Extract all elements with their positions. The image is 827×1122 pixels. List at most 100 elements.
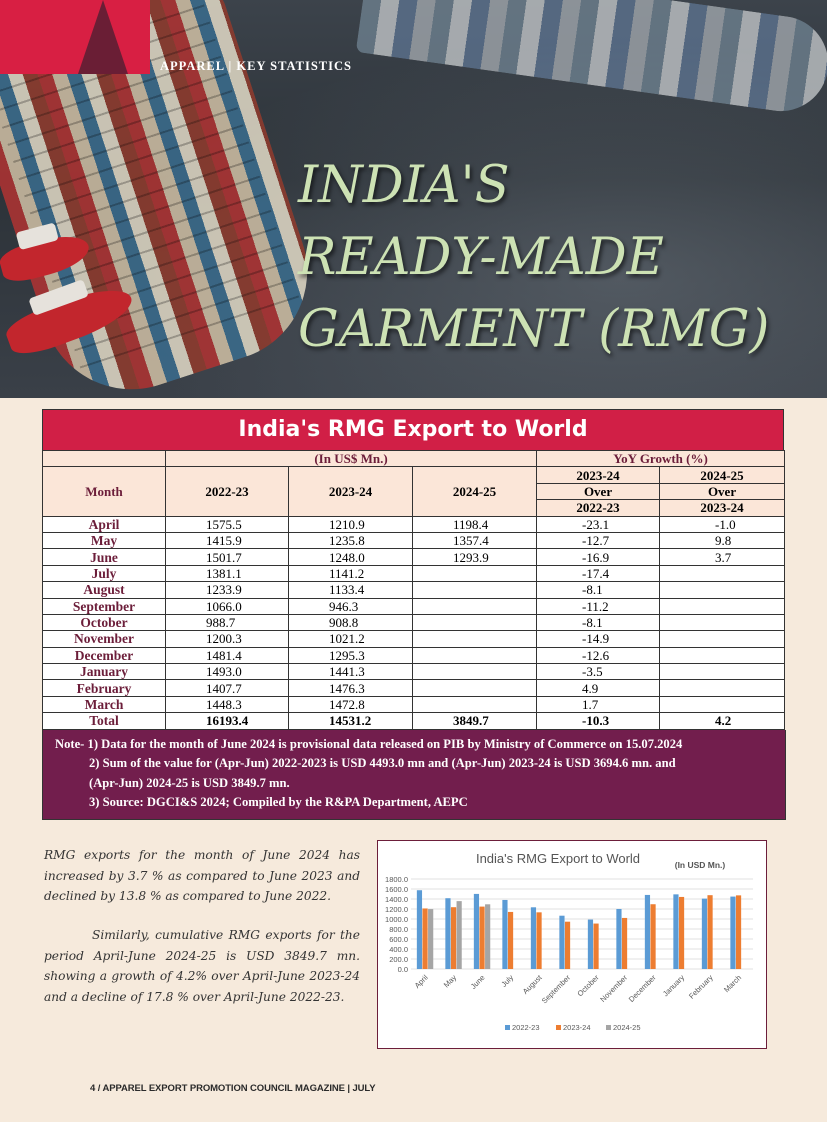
bar-2023-24 bbox=[678, 896, 685, 969]
value-cell bbox=[411, 646, 538, 665]
table-row: June 1501.7 1248.0 1293.9 -16.9 3.7 bbox=[42, 548, 786, 566]
table-row: October 988.7 908.8 -8.1 bbox=[42, 613, 786, 632]
y-tick-label: 600.0 bbox=[389, 935, 408, 944]
month-cell: June bbox=[42, 548, 166, 566]
x-tick-label: October bbox=[575, 973, 601, 999]
footer-separator: / bbox=[95, 1083, 103, 1094]
value-cell: 1501.7 bbox=[165, 548, 289, 566]
y-tick-label: 1400.0 bbox=[385, 895, 408, 904]
note-line: (Apr-Jun) 2024-25 is USD 3849.7 mn. bbox=[89, 775, 290, 790]
y-tick-label: 1800.0 bbox=[385, 875, 408, 884]
value-cell: 1021.2 bbox=[288, 630, 413, 648]
growth-header: 2024-25 bbox=[659, 466, 786, 484]
hero-photo: APPAREL | KEY STATISTICS INDIA'S READY-M… bbox=[0, 0, 827, 398]
growth-cell bbox=[659, 663, 786, 681]
value-cell: 988.7 bbox=[165, 613, 289, 632]
value-cell: 1472.8 bbox=[288, 695, 413, 714]
value-cell: 1481.4 bbox=[165, 646, 289, 665]
total-label: Total bbox=[42, 712, 166, 730]
bar-2022-23 bbox=[416, 890, 423, 969]
growth-cell: 1.7 bbox=[536, 695, 661, 714]
table-row: September 1066.0 946.3 -11.2 bbox=[42, 597, 786, 615]
month-cell: September bbox=[42, 597, 166, 615]
value-cell bbox=[411, 581, 538, 599]
growth-cell bbox=[659, 695, 786, 714]
bar-2023-24 bbox=[735, 895, 742, 969]
title-line: READY-MADE bbox=[298, 228, 664, 287]
table-row: February 1407.7 1476.3 4.9 bbox=[42, 679, 786, 697]
page-footer: 4 / APPAREL EXPORT PROMOTION COUNCIL MAG… bbox=[90, 1083, 376, 1094]
bar-2022-23 bbox=[473, 893, 480, 969]
value-cell: 1441.3 bbox=[288, 663, 413, 681]
value-cell: 1415.9 bbox=[165, 531, 289, 550]
bar-2023-24 bbox=[707, 895, 713, 969]
note-line: 3) Source: DGCI&S 2024; Compiled by the … bbox=[89, 795, 468, 810]
note-line: 2) Sum of the value for (Apr-Jun) 2022-2… bbox=[89, 756, 676, 771]
legend-label: 2024-25 bbox=[613, 1023, 641, 1032]
value-cell: 946.3 bbox=[288, 597, 413, 615]
year-header: 2024-25 bbox=[411, 466, 538, 517]
growth-header: Over bbox=[536, 482, 661, 501]
chart-legend: 2022-23 2023-24 2024-25 bbox=[505, 1023, 641, 1032]
growth-cell: -12.6 bbox=[536, 646, 661, 665]
total-cell: 3849.7 bbox=[411, 712, 538, 730]
month-cell: November bbox=[42, 630, 166, 648]
export-chart: India's RMG Export to World (In USD Mn.)… bbox=[377, 840, 767, 1049]
month-header: Month bbox=[42, 466, 166, 517]
bar-2023-24 bbox=[479, 906, 485, 969]
value-cell: 1198.4 bbox=[411, 515, 538, 533]
growth-cell: -8.1 bbox=[536, 581, 661, 599]
legend-label: 2023-24 bbox=[563, 1023, 591, 1032]
value-cell: 1476.3 bbox=[288, 679, 413, 697]
export-table-panel: India's RMG Export to World (In US$ Mn.)… bbox=[42, 409, 786, 820]
value-cell bbox=[411, 597, 538, 615]
chart-grid bbox=[411, 878, 753, 970]
y-tick-label: 1000.0 bbox=[385, 915, 408, 924]
chart-title: India's RMG Export to World bbox=[476, 851, 640, 866]
bar-2022-23 bbox=[673, 894, 679, 969]
legend-label: 2022-23 bbox=[512, 1023, 540, 1032]
month-cell: May bbox=[42, 531, 166, 550]
bar-2023-24 bbox=[564, 921, 571, 969]
bar-2022-23 bbox=[730, 896, 736, 969]
growth-cell bbox=[659, 679, 786, 697]
x-tick-label: November bbox=[598, 973, 629, 1004]
growth-cell bbox=[659, 630, 786, 648]
value-cell bbox=[411, 630, 538, 648]
y-tick-label: 1600.0 bbox=[385, 885, 408, 894]
value-cell bbox=[411, 679, 538, 697]
growth-cell bbox=[659, 581, 786, 599]
total-cell: 14531.2 bbox=[288, 712, 413, 730]
value-cell: 1133.4 bbox=[288, 581, 413, 599]
total-cell: 16193.4 bbox=[165, 712, 289, 730]
value-cell: 1407.7 bbox=[165, 679, 289, 697]
table-title: India's RMG Export to World bbox=[42, 409, 784, 450]
month-cell: October bbox=[42, 613, 166, 632]
total-cell: -10.3 bbox=[536, 712, 661, 730]
growth-cell: -17.4 bbox=[536, 564, 661, 583]
legend-swatch bbox=[606, 1025, 611, 1030]
month-cell: January bbox=[42, 663, 166, 681]
bar-2022-23 bbox=[559, 915, 565, 969]
bar-2023-24 bbox=[593, 923, 599, 969]
value-cell: 1248.0 bbox=[288, 548, 413, 566]
value-cell bbox=[411, 564, 538, 583]
growth-cell bbox=[659, 597, 786, 615]
value-cell: 1357.4 bbox=[411, 531, 538, 550]
x-tick-label: April bbox=[413, 973, 430, 990]
growth-cell: -1.0 bbox=[659, 515, 786, 533]
bar-2022-23 bbox=[502, 899, 508, 969]
bar-2023-24 bbox=[536, 912, 542, 969]
value-cell: 1141.2 bbox=[288, 564, 413, 583]
bar-2022-23 bbox=[587, 919, 594, 969]
value-cell: 1066.0 bbox=[165, 597, 289, 615]
bar-2022-23 bbox=[445, 898, 451, 969]
chart-bars bbox=[416, 890, 742, 969]
x-tick-label: January bbox=[661, 973, 686, 998]
total-row: Total 16193.4 14531.2 3849.7 -10.3 4.2 bbox=[42, 712, 786, 730]
value-cell: 1210.9 bbox=[288, 515, 413, 533]
bar-2022-23 bbox=[701, 898, 708, 969]
growth-cell: -12.7 bbox=[536, 531, 661, 550]
growth-header: 2022-23 bbox=[536, 499, 661, 517]
